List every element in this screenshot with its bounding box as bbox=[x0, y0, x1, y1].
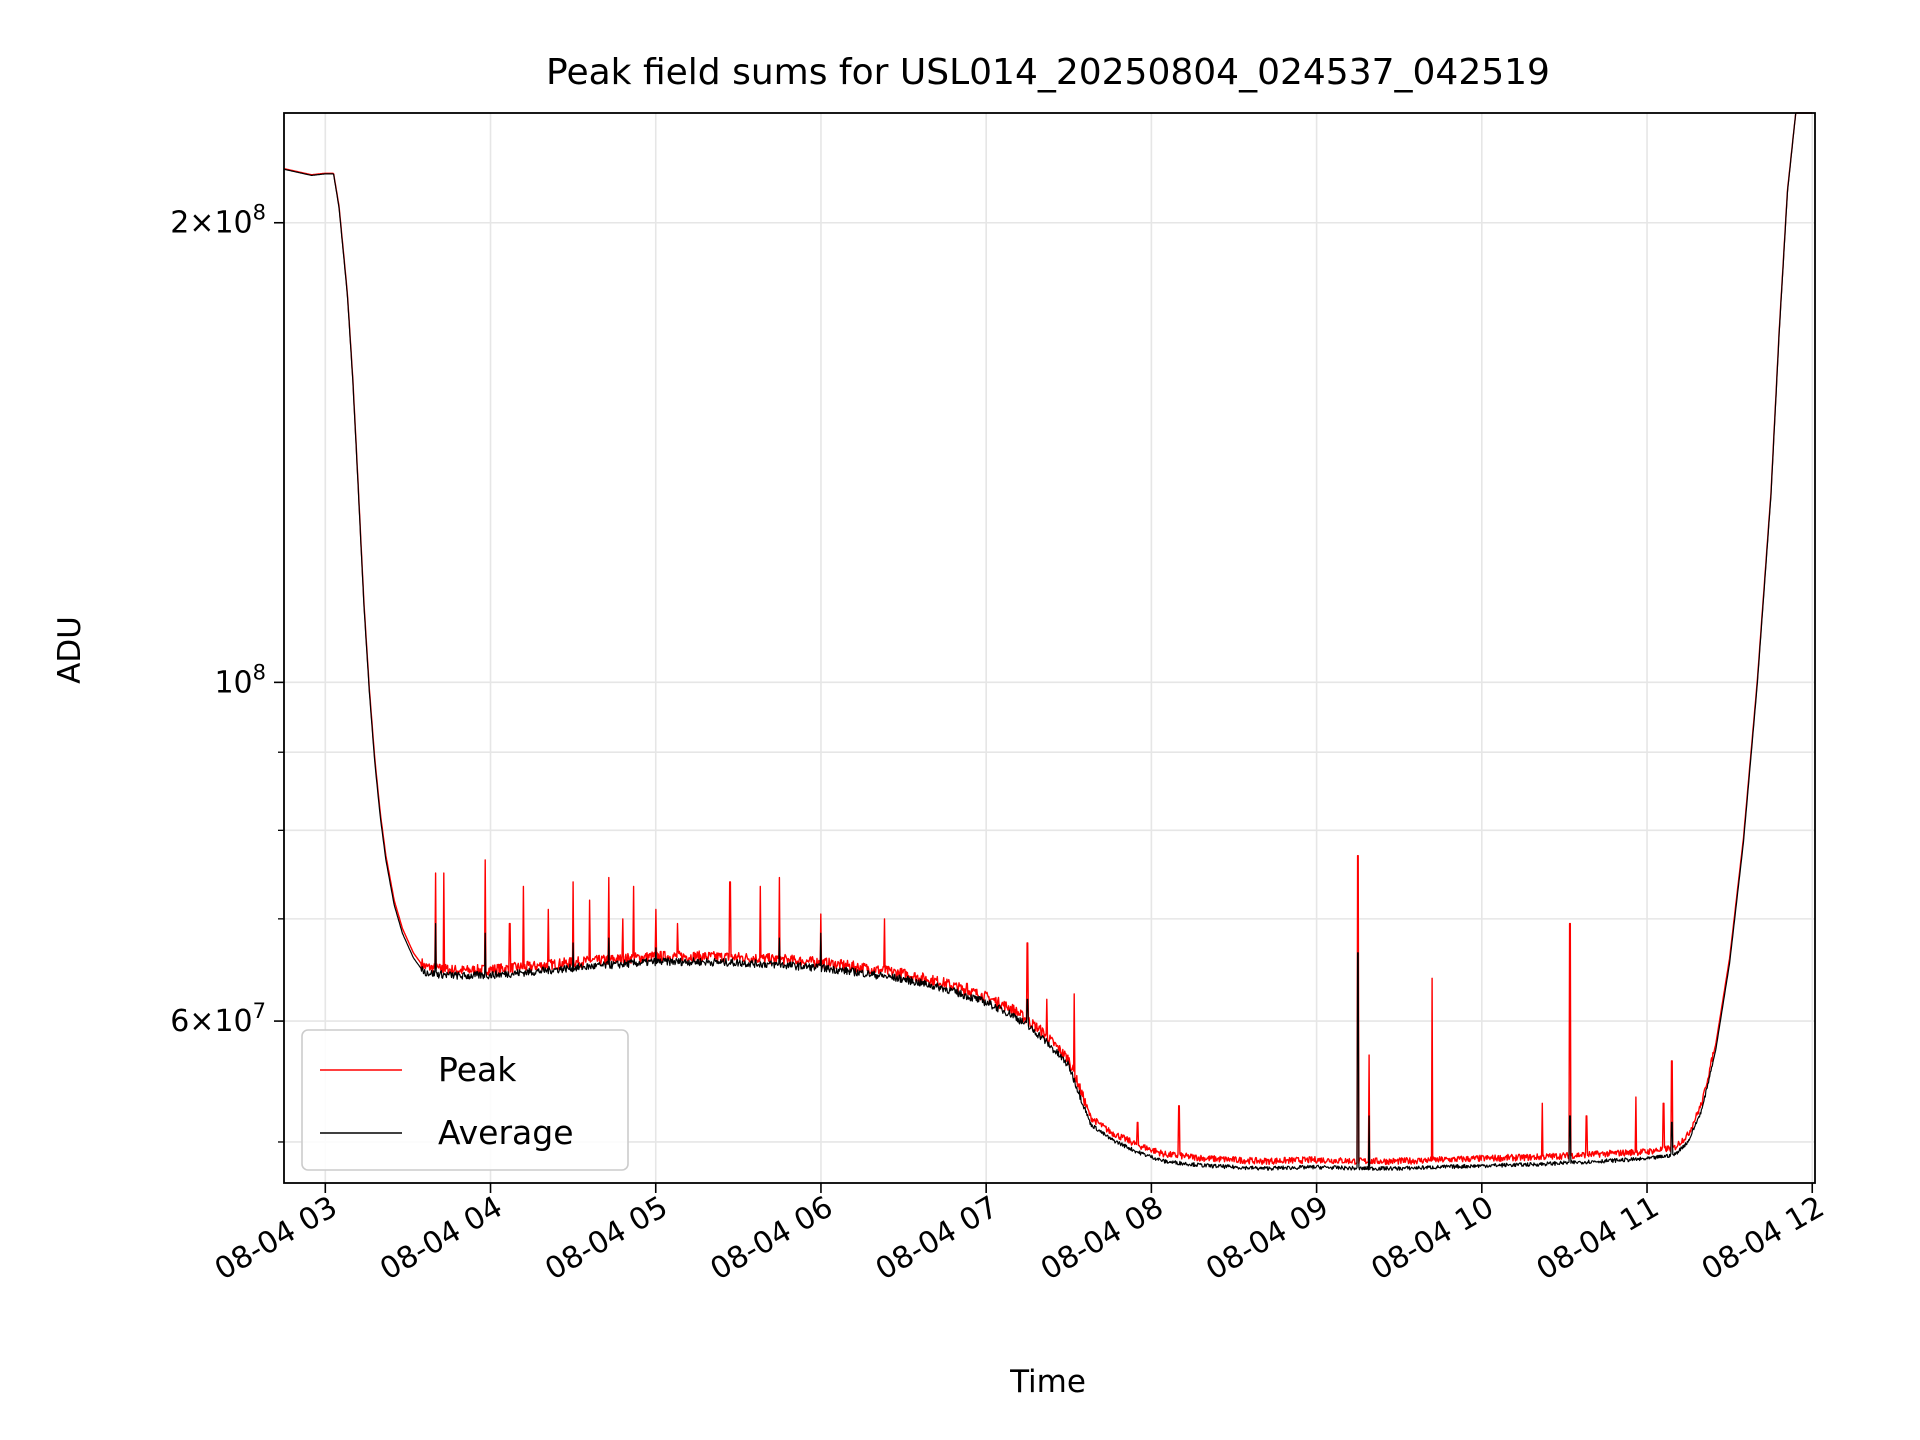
plot-frame bbox=[283, 112, 1816, 1184]
legend-box bbox=[301, 1029, 629, 1171]
series-line-average bbox=[283, 112, 1813, 1171]
x-axis-label: Time bbox=[1009, 1364, 1086, 1400]
y-tick-label: 2×108 bbox=[170, 201, 266, 241]
legend-label-average: Average bbox=[438, 1113, 574, 1152]
y-tick-label: 108 bbox=[214, 660, 266, 700]
legend-label-peak: Peak bbox=[438, 1050, 517, 1089]
y-axis-label: ADU bbox=[52, 616, 88, 684]
chart-title: Peak field sums for USL014_20250804_0245… bbox=[546, 52, 1550, 93]
series-line-peak bbox=[283, 112, 1813, 1166]
y-tick-label: 6×107 bbox=[170, 999, 266, 1039]
y-axis: 2×108 108 6×107 bbox=[170, 201, 284, 1143]
grid bbox=[284, 113, 1815, 1183]
series-layer bbox=[283, 112, 1813, 1171]
legend: Peak Average bbox=[301, 1029, 629, 1171]
